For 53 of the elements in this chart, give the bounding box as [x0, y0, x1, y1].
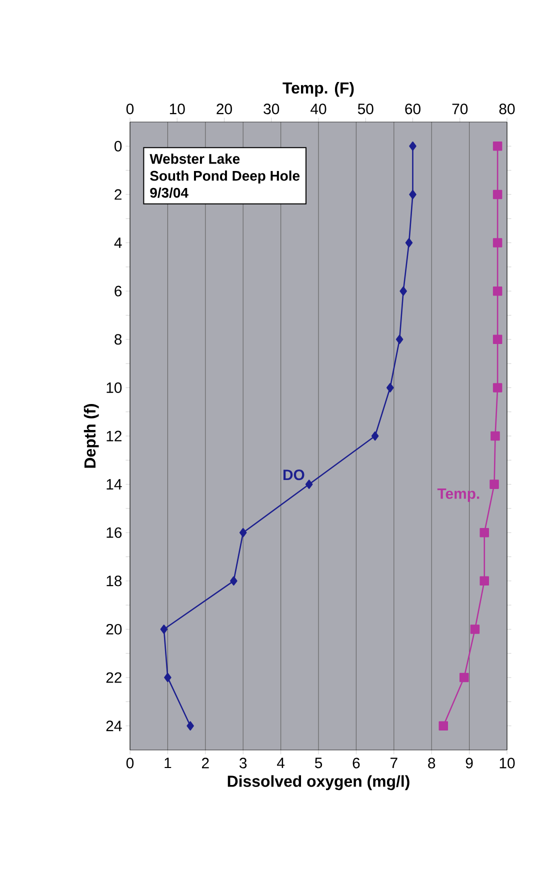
x-axis-title: Dissolved oxygen (mg/l) — [228, 775, 410, 790]
point — [470, 624, 480, 634]
x-tick-label: 8 — [428, 758, 436, 768]
x-tick-label: 7 — [390, 758, 398, 768]
point — [492, 286, 502, 296]
x-tick-label: 5 — [314, 758, 322, 768]
annotation: Webster Lake — [150, 154, 240, 164]
point — [459, 672, 469, 682]
y-tick-label: 22 — [106, 672, 122, 683]
y-tick-label: 20 — [106, 624, 122, 635]
x2-tick-label: 30 — [264, 104, 280, 114]
x2-tick-label: 60 — [405, 104, 420, 114]
x-tick-label: 2 — [202, 758, 209, 768]
x-tick-label: 6 — [352, 758, 360, 768]
x-tick-label: 4 — [276, 758, 285, 768]
x2-tick-label: 10 — [170, 104, 185, 114]
point — [492, 142, 502, 151]
x-tick-label: 1 — [164, 758, 172, 768]
y-tick-label: 10 — [106, 382, 122, 393]
point — [492, 383, 502, 392]
x2-tick-label: 0 — [126, 104, 134, 114]
point — [490, 480, 499, 489]
x2-tick-label: 50 — [358, 104, 374, 114]
y-tick-label: 18 — [106, 576, 122, 586]
y-axis-title: Depth (f) — [84, 404, 99, 468]
x2-tick-label: 70 — [452, 104, 468, 114]
x-tick-label: 10 — [500, 758, 515, 768]
y-tick-label: 0 — [114, 140, 122, 152]
y-tick-label: 24 — [106, 720, 122, 732]
y-tick-label: 16 — [106, 527, 122, 538]
x-tick-label: 0 — [126, 758, 134, 768]
y-tick-label: 14 — [106, 479, 122, 490]
x2-axis-title: Temp. (F) — [282, 82, 354, 97]
point — [490, 431, 500, 441]
y-tick-label: 8 — [114, 334, 122, 345]
annotation: South Pond Deep Hole — [150, 170, 300, 184]
y-tick-label: 12 — [106, 430, 122, 442]
point — [492, 238, 502, 248]
annotation: 9/3/04 — [150, 187, 188, 198]
x-tick-label: 9 — [466, 758, 473, 768]
point — [492, 190, 502, 200]
x2-tick-label: 40 — [310, 104, 326, 114]
y-tick-label: 2 — [114, 189, 122, 200]
point — [492, 334, 502, 344]
y-tick-label: 6 — [114, 286, 122, 296]
x-tick-label: 3 — [240, 758, 247, 768]
x2-tick-label: 80 — [499, 104, 515, 114]
point — [480, 528, 490, 538]
series-label: DO — [283, 470, 304, 480]
y-tick-label: 4 — [114, 238, 122, 248]
point — [438, 721, 448, 730]
x2-tick-label: 20 — [216, 104, 232, 114]
point — [480, 576, 490, 586]
